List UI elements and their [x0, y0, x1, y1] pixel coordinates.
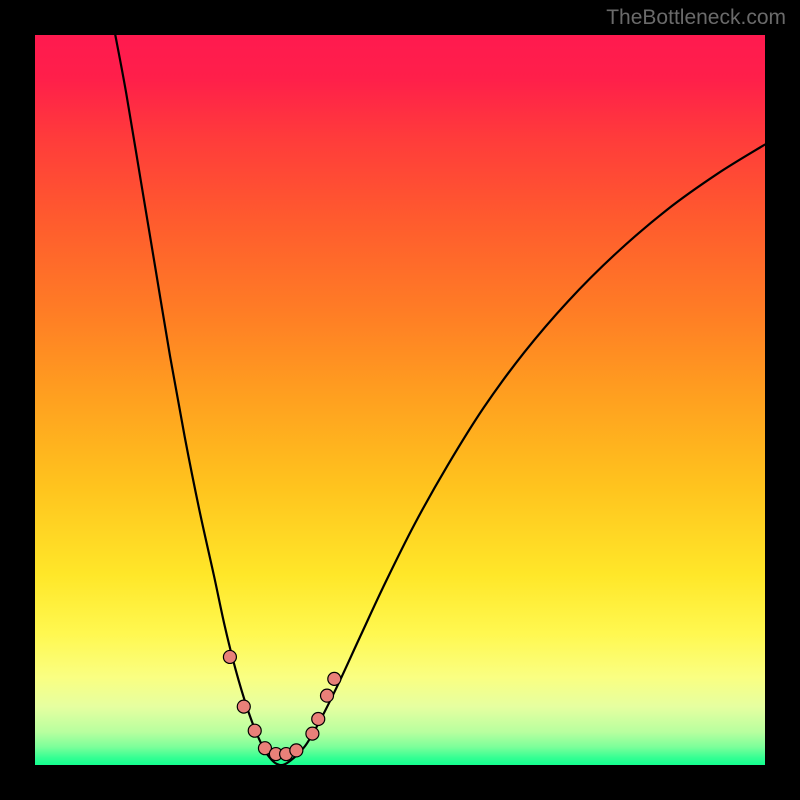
- curve-marker: [248, 724, 261, 737]
- curve-marker: [237, 700, 250, 713]
- curve-marker: [328, 672, 341, 685]
- curve-marker: [290, 744, 303, 757]
- curve-marker: [321, 689, 334, 702]
- curve-marker: [306, 727, 319, 740]
- curve-marker: [312, 713, 325, 726]
- curve-markers: [35, 35, 765, 765]
- curve-marker: [223, 650, 236, 663]
- stage: TheBottleneck.com: [0, 0, 800, 800]
- watermark-text: TheBottleneck.com: [606, 6, 786, 30]
- plot-area: [35, 35, 765, 765]
